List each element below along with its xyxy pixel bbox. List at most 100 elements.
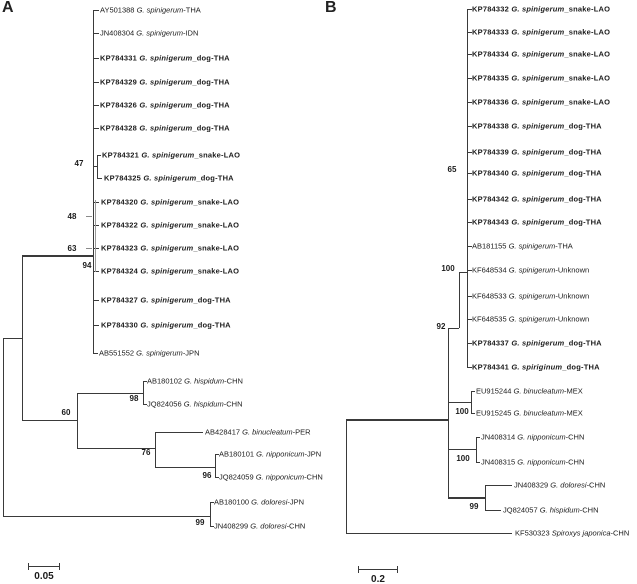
branch-segment	[467, 270, 472, 271]
species-name: G. spinigerum	[508, 291, 556, 301]
host-country-tag: -CHN	[286, 521, 306, 531]
accession-number: KP784332	[472, 4, 512, 14]
branch-segment	[22, 255, 23, 420]
accession-number: KP784330	[101, 320, 141, 330]
branch-segment	[346, 419, 347, 533]
bootstrap-value: 96	[202, 471, 212, 480]
species-name: G. spinigerum	[511, 4, 565, 14]
species-name: G. spinigerum	[511, 217, 565, 227]
accession-number: JN408304	[100, 28, 137, 38]
host-country-tag: _snake-LAO	[193, 197, 240, 207]
host-country-tag: -CHN	[304, 472, 323, 482]
branch-segment	[467, 246, 472, 247]
taxon-label-JN408304: JN408304 G. spinigerum-IDN	[100, 29, 198, 37]
branch-segment	[471, 391, 472, 413]
taxon-label-JN408315: JN408315 G. nipponicum-CHN	[481, 458, 584, 466]
species-name: G. nipponicum	[256, 449, 305, 459]
species-name: G. spinigerum	[508, 241, 556, 251]
branch-segment	[93, 82, 99, 83]
host-country-tag: _snake-LAO	[564, 73, 611, 83]
taxon-label-AB180100: AB180100 G. doloresi-JPN	[214, 498, 304, 506]
branch-segment	[476, 437, 477, 462]
accession-number: JN408329	[514, 480, 551, 490]
species-name: G. spinigerum	[508, 265, 556, 275]
branch-segment	[448, 402, 471, 403]
host-country-tag: -CHN	[586, 480, 606, 490]
branch-segment	[467, 343, 472, 344]
host-country-tag: _dog-THA	[192, 123, 230, 133]
taxon-label-KP784340: KP784340 G. spinigerum_dog-THA	[472, 169, 602, 177]
branch-segment	[459, 272, 460, 328]
taxon-label-JQ824057: JQ824057 G. hispidum-CHN	[503, 506, 598, 514]
branch-segment	[459, 272, 467, 273]
species-name: G. spinigerum	[140, 243, 194, 253]
host-country-tag: -MEX	[563, 408, 583, 418]
accession-number: KP784325	[104, 173, 144, 183]
taxon-label-KP784321: KP784321 G. spinigerum_snake-LAO	[102, 151, 240, 159]
branch-segment	[22, 420, 77, 421]
accession-number: JQ824056	[147, 399, 184, 409]
host-country-tag: -Unknown	[555, 265, 590, 275]
branch-segment	[93, 33, 99, 34]
accession-number: KP784342	[472, 194, 512, 204]
species-name: G. binucleatum	[513, 408, 564, 418]
branch-segment	[77, 393, 78, 448]
species-name: G. spinigerum	[511, 338, 565, 348]
taxon-label-JQ824059: JQ824059 G. nipponicum-CHN	[219, 473, 323, 481]
branch-segment	[467, 367, 472, 368]
host-country-tag: -PER	[292, 427, 311, 437]
bootstrap-value: 92	[436, 322, 446, 331]
branch-segment	[97, 155, 98, 178]
host-country-tag: -CHN	[565, 457, 585, 467]
branch-segment	[155, 467, 215, 468]
taxon-label-KP784336: KP784336 G. spinigerum_snake-LAO	[472, 98, 610, 106]
accession-number: KP784336	[472, 97, 512, 107]
species-name: G. nipponicum	[517, 457, 566, 467]
accession-number: KP784333	[472, 27, 512, 37]
accession-number: EU915244	[476, 386, 514, 396]
panel-label-a: A	[2, 0, 14, 16]
branch-segment	[86, 216, 92, 217]
branch-segment	[467, 126, 472, 127]
species-name: G. spinigerum	[511, 168, 565, 178]
taxon-label-KP784333: KP784333 G. spinigerum_snake-LAO	[472, 28, 610, 36]
branch-segment	[476, 437, 480, 438]
bootstrap-value: 76	[141, 448, 151, 457]
accession-number: JN408314	[481, 432, 518, 442]
branch-segment	[143, 381, 147, 382]
branch-segment	[93, 353, 98, 354]
branch-segment	[467, 9, 472, 10]
taxon-label-KP784320: KP784320 G. spinigerum_snake-LAO	[101, 198, 239, 206]
bootstrap-value: 94	[82, 261, 92, 270]
branch-segment	[467, 54, 472, 55]
taxon-label-KP784335: KP784335 G. spinigerum_snake-LAO	[472, 74, 610, 82]
host-country-tag: _dog-THA	[192, 100, 230, 110]
host-country-tag: -CHN	[223, 399, 243, 409]
taxon-label-KP784323: KP784323 G. spinigerum_snake-LAO	[101, 244, 239, 252]
species-name: G. spinigerum	[139, 53, 193, 63]
accession-number: JQ824059	[219, 472, 256, 482]
host-country-tag: _dog-THA	[192, 77, 230, 87]
branch-segment	[215, 477, 219, 478]
taxon-label-KF648533: KF648533 G. spinigerum-Unknown	[472, 292, 589, 300]
host-country-tag: -CHN	[565, 432, 585, 442]
accession-number: KF648535	[472, 314, 509, 324]
accession-number: KP784323	[101, 243, 141, 253]
species-name: G. spinigerum	[136, 28, 183, 38]
host-country-tag: -THA	[183, 5, 201, 15]
taxon-label-KP784325: KP784325 G. spinigerum_dog-THA	[104, 174, 234, 182]
branch-segment	[448, 497, 485, 499]
taxon-label-KP784343: KP784343 G. spinigerum_dog-THA	[472, 218, 602, 226]
species-name: G. spinigerum	[511, 147, 565, 157]
species-name: G. spinigerum	[140, 220, 194, 230]
branch-segment	[155, 432, 156, 467]
taxon-label-AB551552: AB551552 G. spinigerum-JPN	[99, 349, 199, 357]
species-name: G. spinigerum	[140, 197, 194, 207]
branch-segment	[143, 381, 144, 404]
species-name: G. doloresi	[550, 480, 587, 490]
bootstrap-value: 100	[456, 454, 470, 463]
taxon-label-KP784330: KP784330 G. spinigerum_dog-THA	[101, 321, 231, 329]
taxon-label-JN408314: JN408314 G. nipponicum-CHN	[481, 433, 584, 441]
species-name: G. spinigerum	[141, 150, 195, 160]
